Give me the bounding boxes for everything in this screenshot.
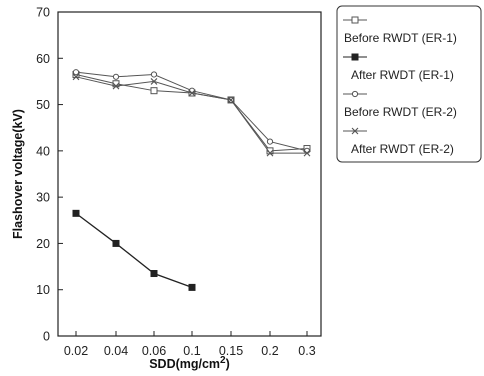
legend-marker <box>351 53 359 61</box>
x-tick-label: 0.3 <box>298 344 315 358</box>
y-tick-label: 40 <box>36 144 50 158</box>
x-tick-label: 0.06 <box>142 344 166 358</box>
x-tick-label: 0.15 <box>219 344 243 358</box>
y-tick-label: 20 <box>36 237 50 251</box>
data-point <box>150 87 158 95</box>
data-point <box>188 283 196 291</box>
x-tick-label: 0.1 <box>183 344 200 358</box>
x-tick-label: 0.04 <box>104 344 128 358</box>
legend-marker <box>351 127 359 135</box>
data-point <box>72 69 80 76</box>
data-point <box>112 73 120 80</box>
data-point <box>188 89 196 97</box>
legend-box <box>336 5 482 163</box>
y-tick-label: 30 <box>36 191 50 205</box>
legend-entry: Before RWDT (ER-1) <box>343 16 457 45</box>
x-axis-title-main: SDD(mg/cm <box>149 357 220 371</box>
data-point <box>227 96 235 104</box>
series-line <box>75 73 308 152</box>
y-tick-label: 70 <box>36 6 50 20</box>
legend-marker <box>351 16 359 24</box>
x-axis-title: SDD(mg/cm2) <box>149 355 230 371</box>
y-tick-label: 60 <box>36 52 50 66</box>
y-tick-label: 10 <box>36 283 50 297</box>
y-tick-label: 50 <box>36 98 50 112</box>
data-point <box>303 149 311 157</box>
data-point <box>72 73 80 81</box>
data-point <box>266 138 274 145</box>
legend-entry: After RWDT (ER-1) <box>343 53 454 82</box>
data-point <box>150 78 158 85</box>
legend: Before RWDT (ER-1) After RWDT (ER-1) Befor… <box>336 5 482 163</box>
data-point <box>150 71 158 78</box>
data-point <box>150 270 158 278</box>
x-axis: 0.02 0.04 0.06 0.1 0.15 0.2 0.3 <box>64 331 316 358</box>
series-line <box>75 212 193 289</box>
x-tick-label: 0.2 <box>261 344 278 358</box>
series-2 <box>72 209 196 291</box>
plot-area <box>57 11 322 337</box>
data-point <box>112 82 120 90</box>
legend-label: Before RWDT (ER-2) <box>344 105 457 119</box>
legend-label: After RWDT (ER-1) <box>351 68 454 82</box>
legend-entry: After RWDT (ER-2) <box>343 127 454 156</box>
legend-label: After RWDT (ER-2) <box>351 142 454 156</box>
x-tick-label: 0.02 <box>64 344 88 358</box>
plot-frame <box>57 11 322 337</box>
y-tick-label: 0 <box>43 330 50 344</box>
series-line <box>75 71 308 152</box>
series-4 <box>72 73 311 157</box>
legend-entry: Before RWDT (ER-2) <box>343 90 457 119</box>
legend-label: Before RWDT (ER-1) <box>344 31 457 45</box>
x-axis-title-superscript: 2 <box>220 355 226 366</box>
y-axis: 0 10 20 30 40 50 60 70 <box>36 6 63 344</box>
legend-marker <box>351 90 359 98</box>
x-axis-title-close: ) <box>226 357 230 371</box>
series-layer <box>72 69 311 291</box>
y-axis-title: Flashover voltage(kV) <box>11 109 25 239</box>
data-point <box>266 149 274 157</box>
data-point <box>112 239 120 247</box>
data-point <box>72 209 80 217</box>
